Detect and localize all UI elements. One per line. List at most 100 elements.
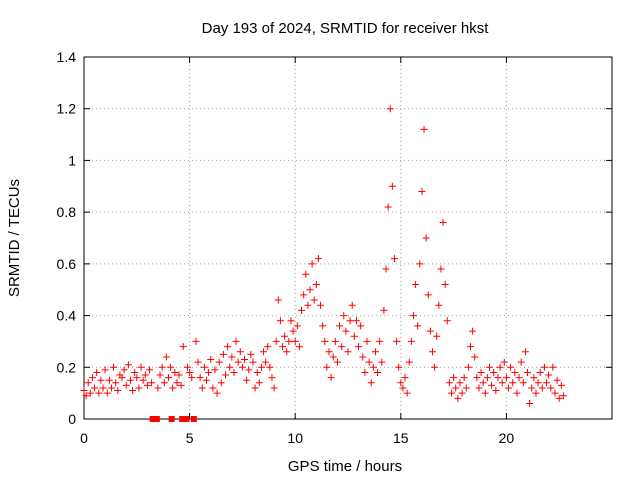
data-point — [306, 286, 314, 294]
data-point — [283, 348, 291, 356]
data-point — [409, 312, 417, 320]
data-point — [253, 368, 261, 376]
data-point — [300, 291, 308, 299]
data-point — [276, 317, 284, 325]
data-point — [469, 327, 477, 335]
data-point — [462, 384, 470, 392]
data-point — [156, 371, 164, 379]
data-point — [164, 374, 172, 382]
data-point — [222, 371, 230, 379]
data-point — [325, 348, 333, 356]
y-tick-labels: 0 0.2 0.4 0.6 0.8 1 1.2 1.4 — [57, 49, 77, 427]
data-point — [479, 379, 487, 387]
data-point — [213, 389, 221, 397]
data-point — [293, 322, 301, 330]
data-point — [357, 322, 365, 330]
data-point — [496, 363, 504, 371]
data-point — [519, 379, 527, 387]
data-point — [124, 361, 132, 369]
data-point — [557, 381, 565, 389]
data-point — [194, 358, 202, 366]
data-point — [378, 358, 386, 366]
data-point — [515, 374, 523, 382]
data-point — [490, 368, 498, 376]
data-point — [183, 363, 191, 371]
data-point — [422, 234, 430, 242]
data-point — [122, 381, 130, 389]
data-point — [363, 337, 371, 345]
data-point — [361, 368, 369, 376]
data-point-zero — [190, 416, 197, 422]
data-point — [338, 343, 346, 351]
data-point — [228, 353, 236, 361]
data-point — [536, 368, 544, 376]
data-point — [310, 296, 318, 304]
data-points — [80, 105, 567, 422]
data-point — [97, 376, 105, 384]
data-point — [209, 384, 217, 392]
data-point — [304, 301, 312, 309]
data-point — [447, 389, 455, 397]
x-tick-label: 15 — [393, 430, 409, 446]
data-point — [148, 379, 156, 387]
data-point — [171, 368, 179, 376]
data-point — [101, 366, 109, 374]
data-point — [559, 392, 567, 400]
data-point — [355, 343, 363, 351]
data-point — [528, 384, 536, 392]
x-tick-label: 0 — [80, 430, 88, 446]
data-point — [291, 337, 299, 345]
data-point — [243, 376, 251, 384]
data-point — [407, 337, 415, 345]
data-point — [547, 384, 555, 392]
data-point — [437, 265, 445, 273]
data-point — [553, 376, 561, 384]
data-point — [207, 356, 215, 364]
data-point — [460, 374, 468, 382]
data-point — [486, 363, 494, 371]
data-point-zero — [179, 416, 186, 422]
data-point — [445, 379, 453, 387]
data-point — [272, 337, 280, 345]
data-point — [348, 301, 356, 309]
data-point — [86, 389, 94, 397]
data-point — [114, 387, 122, 395]
data-point — [428, 348, 436, 356]
data-point — [344, 348, 352, 356]
data-point — [517, 358, 525, 366]
data-point — [502, 374, 510, 382]
data-point — [456, 379, 464, 387]
x-tick-labels: 0 5 10 15 20 — [80, 430, 514, 446]
data-point — [511, 368, 519, 376]
data-point — [298, 306, 306, 314]
data-point — [268, 374, 276, 382]
y-tick-label: 0.2 — [57, 359, 77, 375]
data-point — [236, 348, 244, 356]
data-point — [426, 327, 434, 335]
data-point — [158, 363, 166, 371]
data-point — [112, 379, 120, 387]
data-point — [186, 368, 194, 376]
data-point — [336, 322, 344, 330]
data-point — [521, 348, 529, 356]
data-point — [340, 312, 348, 320]
data-point — [382, 265, 390, 273]
data-point — [230, 368, 238, 376]
data-point — [251, 384, 259, 392]
data-point — [135, 384, 143, 392]
data-point — [416, 260, 424, 268]
data-point — [431, 363, 439, 371]
data-point — [255, 379, 263, 387]
grid-lines — [84, 57, 612, 419]
data-point — [333, 358, 341, 366]
y-tick-label: 1 — [68, 152, 76, 168]
data-point — [534, 379, 542, 387]
data-point — [257, 363, 265, 371]
data-point — [369, 363, 377, 371]
data-point — [386, 105, 394, 113]
y-tick-label: 0.6 — [57, 256, 77, 272]
data-point — [545, 371, 553, 379]
data-point — [274, 296, 282, 304]
x-tick-label: 20 — [499, 430, 515, 446]
data-point — [162, 353, 170, 361]
